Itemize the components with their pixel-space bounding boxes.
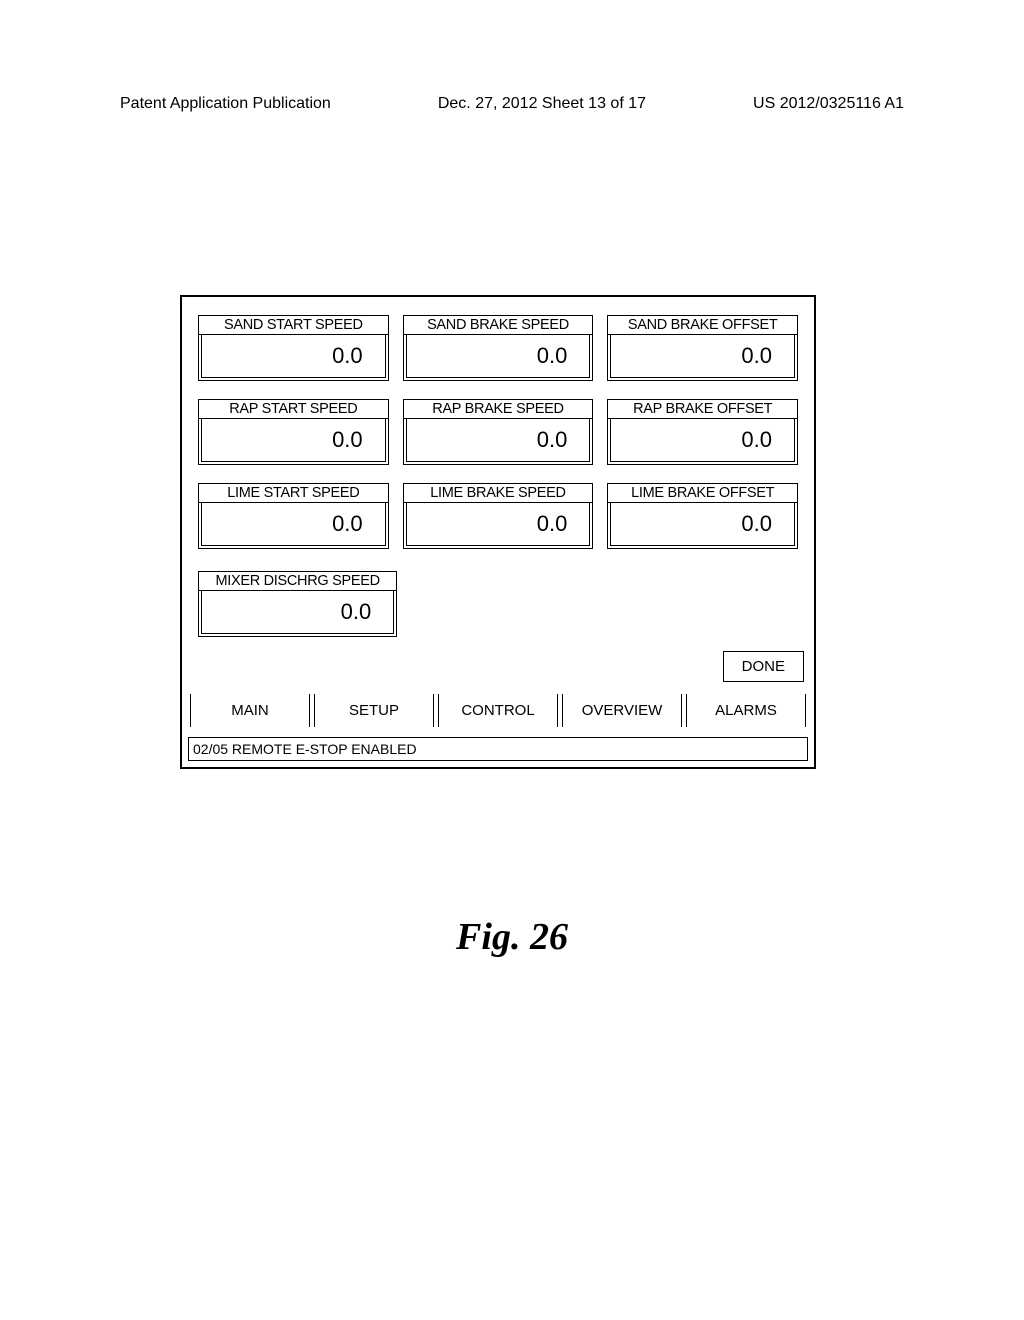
figure-caption: Fig. 26 [0,915,1024,959]
param-label: SAND BRAKE OFFSET [607,315,798,335]
param-input[interactable]: 0.0 [198,419,389,465]
param-rap-start-speed: RAP START SPEED 0.0 [198,399,389,465]
param-input[interactable]: 0.0 [198,335,389,381]
param-sand-brake-speed: SAND BRAKE SPEED 0.0 [403,315,594,381]
param-label: SAND START SPEED [198,315,389,335]
mixer-row: MIXER DISCHRG SPEED 0.0 [182,559,814,647]
param-label: RAP START SPEED [198,399,389,419]
param-input[interactable]: 0.0 [403,503,594,549]
param-label: MIXER DISCHRG SPEED [198,571,397,591]
status-bar: 02/05 REMOTE E-STOP ENABLED [188,737,808,761]
param-input[interactable]: 0.0 [198,503,389,549]
param-sand-brake-offset: SAND BRAKE OFFSET 0.0 [607,315,798,381]
param-label: RAP BRAKE OFFSET [607,399,798,419]
param-lime-start-speed: LIME START SPEED 0.0 [198,483,389,549]
patent-header: Patent Application Publication Dec. 27, … [0,95,1024,113]
param-input[interactable]: 0.0 [607,503,798,549]
param-input[interactable]: 0.0 [607,335,798,381]
tab-control[interactable]: CONTROL [438,694,558,727]
done-row: DONE [182,647,814,694]
param-mixer-discharge-speed: MIXER DISCHRG SPEED 0.0 [198,571,397,637]
tab-main[interactable]: MAIN [190,694,310,727]
parameter-grid: SAND START SPEED 0.0 SAND BRAKE SPEED 0.… [182,297,814,559]
param-label: LIME BRAKE SPEED [403,483,594,503]
header-right: US 2012/0325116 A1 [753,95,904,113]
param-input[interactable]: 0.0 [607,419,798,465]
header-left: Patent Application Publication [120,95,331,113]
tab-overview[interactable]: OVERVIEW [562,694,682,727]
hmi-panel: SAND START SPEED 0.0 SAND BRAKE SPEED 0.… [180,295,816,769]
param-rap-brake-offset: RAP BRAKE OFFSET 0.0 [607,399,798,465]
tab-alarms[interactable]: ALARMS [686,694,806,727]
param-input[interactable]: 0.0 [403,335,594,381]
param-rap-brake-speed: RAP BRAKE SPEED 0.0 [403,399,594,465]
param-lime-brake-offset: LIME BRAKE OFFSET 0.0 [607,483,798,549]
header-center: Dec. 27, 2012 Sheet 13 of 17 [438,95,646,113]
param-label: SAND BRAKE SPEED [403,315,594,335]
param-label: LIME BRAKE OFFSET [607,483,798,503]
tab-setup[interactable]: SETUP [314,694,434,727]
param-input[interactable]: 0.0 [403,419,594,465]
nav-tabs: MAIN SETUP CONTROL OVERVIEW ALARMS [182,694,814,737]
param-lime-brake-speed: LIME BRAKE SPEED 0.0 [403,483,594,549]
param-sand-start-speed: SAND START SPEED 0.0 [198,315,389,381]
param-input[interactable]: 0.0 [198,591,397,637]
param-label: LIME START SPEED [198,483,389,503]
done-button[interactable]: DONE [723,651,804,682]
param-label: RAP BRAKE SPEED [403,399,594,419]
